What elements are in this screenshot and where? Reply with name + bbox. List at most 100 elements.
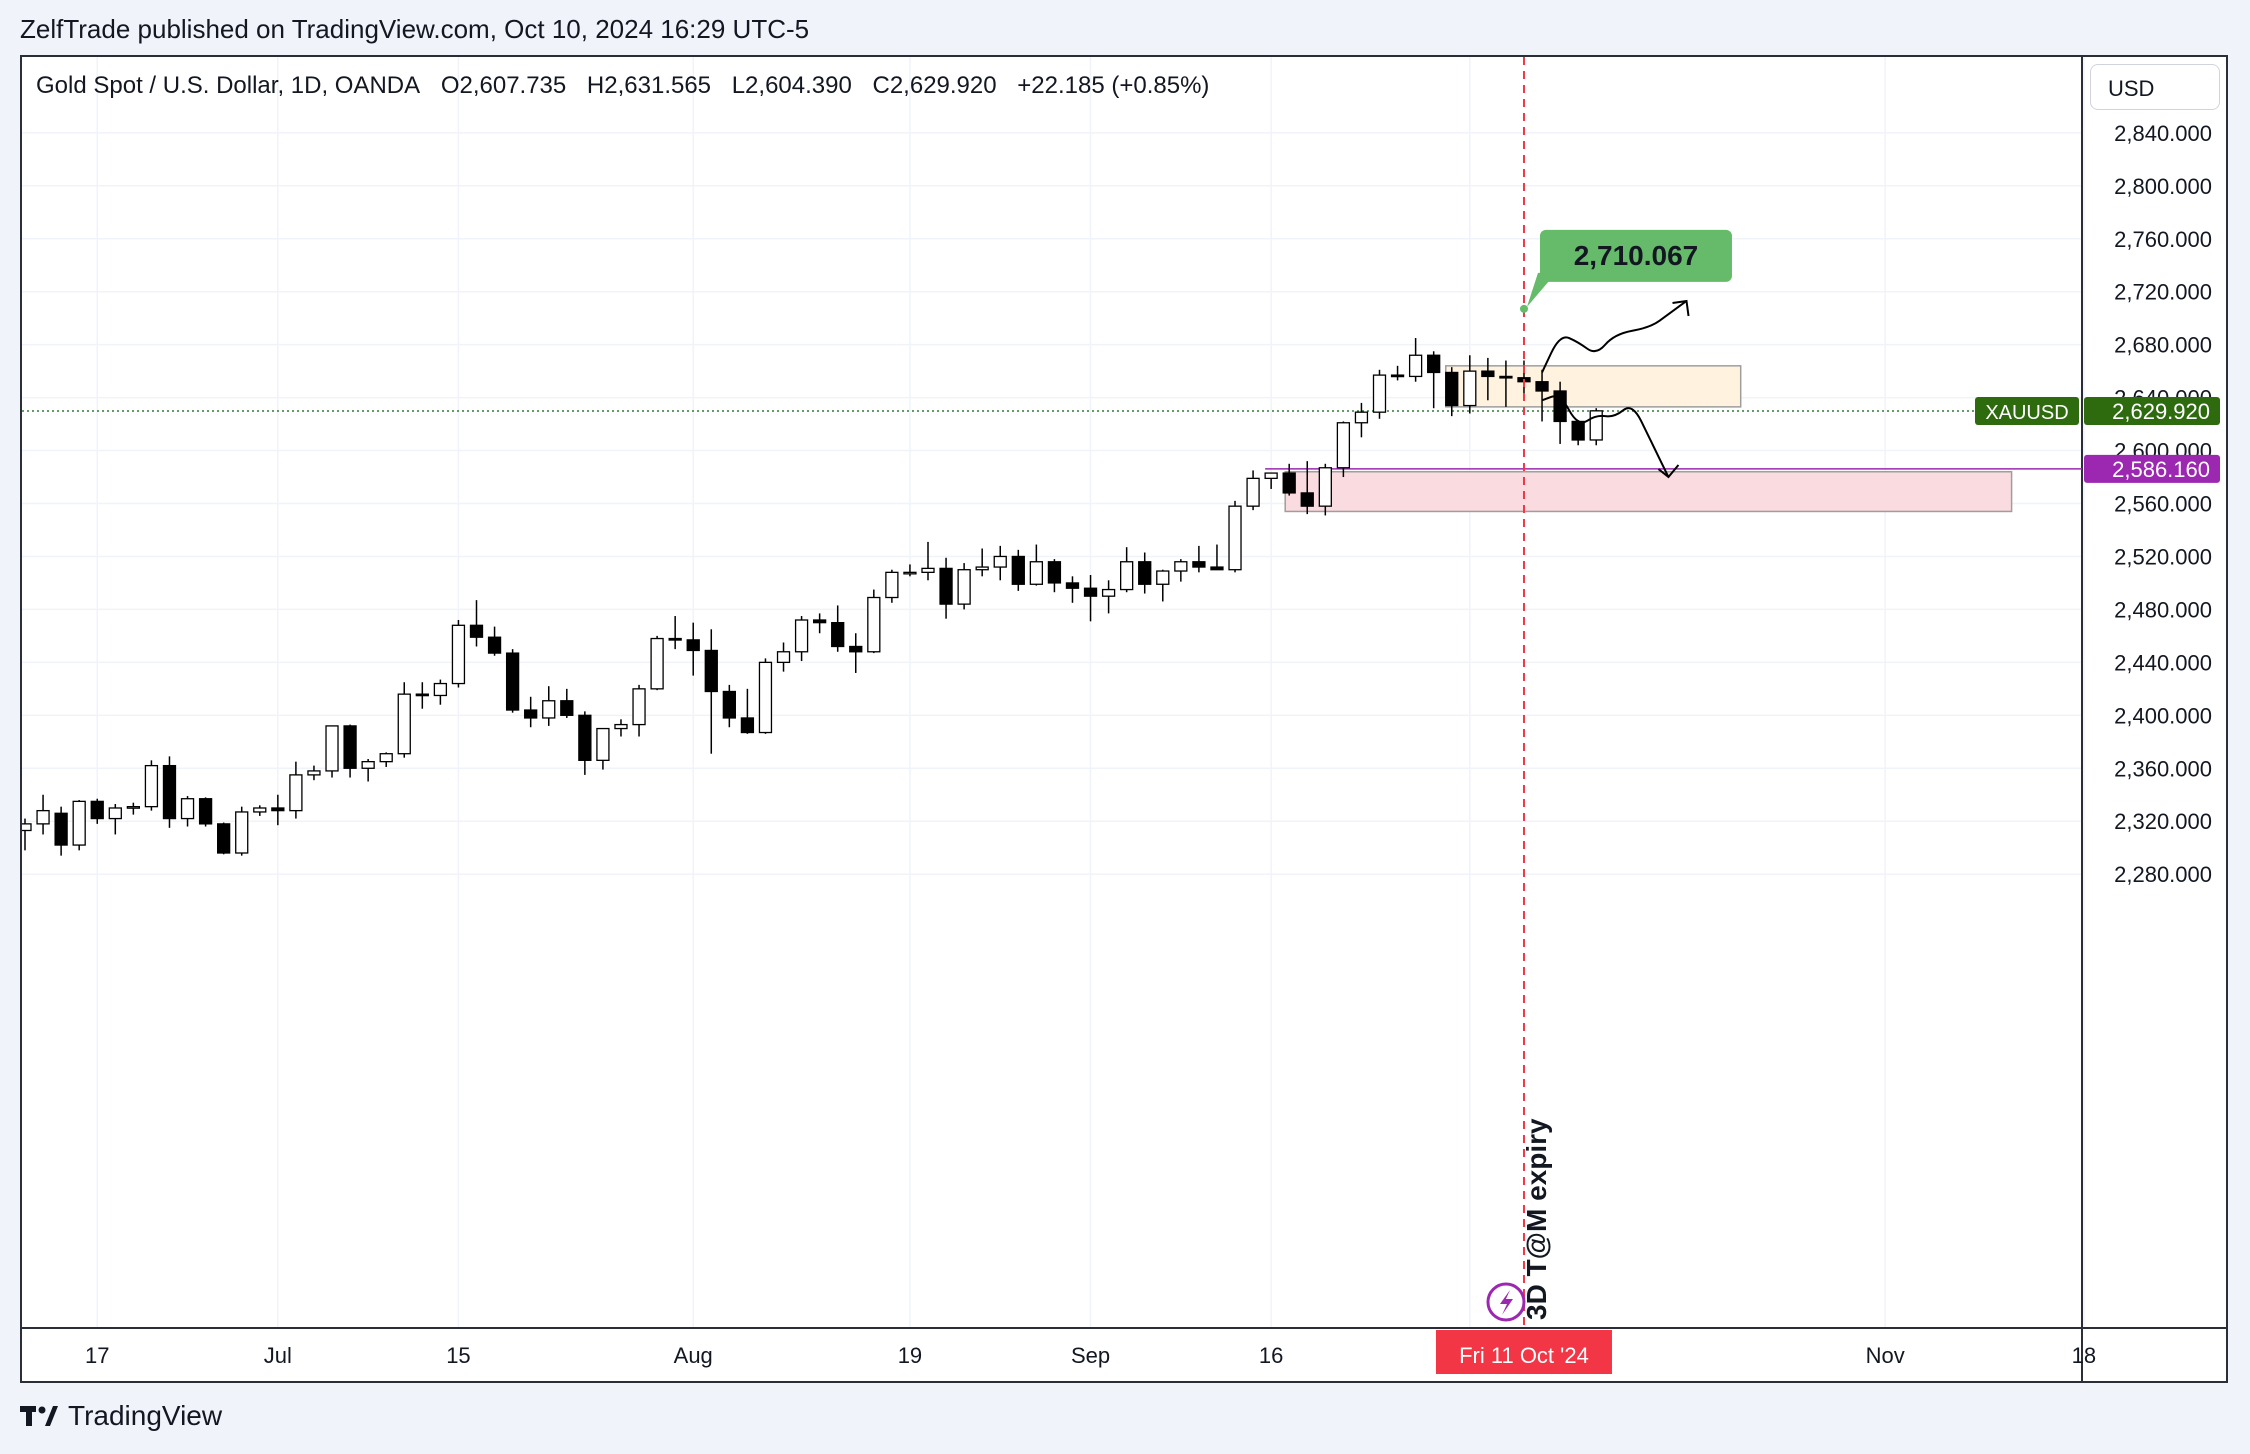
candle	[1228, 500, 1242, 573]
symbol-name[interactable]: Gold Spot / U.S. Dollar, 1D, OANDA	[36, 72, 421, 99]
candle-body	[686, 639, 700, 652]
candle-body	[1228, 505, 1242, 571]
candle-body	[794, 619, 809, 653]
price-tick-label: 2,400.000	[2114, 703, 2212, 728]
target-point	[1519, 304, 1528, 313]
candle-body	[144, 764, 159, 808]
candle-body	[22, 823, 32, 832]
candle-body	[1120, 561, 1134, 591]
candle	[1499, 360, 1513, 407]
candle-body	[1427, 354, 1441, 374]
candle	[1174, 559, 1188, 582]
candle-body	[867, 596, 881, 653]
price-tick-label: 2,800.000	[2114, 174, 2212, 199]
candle-body	[849, 645, 863, 653]
candle-body	[560, 700, 574, 716]
symbol-tag-text: XAUUSD	[1985, 402, 2068, 424]
candle	[1553, 381, 1567, 444]
candle	[1571, 420, 1585, 446]
currency-button[interactable]: USD	[2090, 64, 2220, 110]
candle-body	[596, 727, 610, 761]
candle	[343, 724, 357, 778]
target-label: 2,710.067	[1526, 229, 1732, 307]
time-tick-label: Sep	[1071, 1343, 1110, 1368]
candle	[1336, 421, 1351, 478]
candle	[1589, 408, 1603, 446]
candle	[1463, 355, 1477, 414]
candle	[993, 545, 1007, 581]
candle-body	[1246, 477, 1260, 507]
candle-body	[1336, 422, 1351, 469]
candle-body	[542, 700, 556, 719]
candle-body	[1571, 420, 1585, 441]
candle	[451, 620, 466, 688]
candle	[1065, 576, 1080, 603]
candle	[126, 802, 141, 815]
price-tick-label: 2,840.000	[2114, 121, 2212, 146]
projection-down-path	[1541, 395, 1670, 478]
candle	[1083, 574, 1098, 622]
candle-body	[1047, 561, 1062, 584]
candle	[1390, 365, 1405, 381]
candle	[957, 563, 971, 610]
footer-brand[interactable]: TradingView	[20, 1400, 222, 1432]
legend-close: C2,629.920	[872, 72, 997, 99]
candle-body	[1083, 587, 1098, 597]
expiry-date-text: Fri 11 Oct '24	[1459, 1343, 1589, 1368]
candle	[22, 818, 32, 851]
candle-body	[1408, 354, 1423, 378]
candle-body	[162, 764, 177, 820]
candle-body	[668, 637, 682, 641]
candle	[397, 682, 411, 758]
level-tag-text: 2,586.160	[2112, 457, 2210, 482]
candle-body	[451, 624, 466, 685]
candle-body	[90, 800, 104, 820]
price-tick-label: 2,320.000	[2114, 809, 2212, 834]
candle-body	[108, 807, 122, 820]
candle-body	[72, 800, 86, 846]
candle-body	[993, 555, 1007, 568]
footer-brand-text: TradingView	[68, 1400, 223, 1431]
candle	[650, 635, 664, 691]
candle-body	[1318, 467, 1332, 507]
candle-body	[1065, 582, 1080, 589]
projection-up-path	[1541, 300, 1688, 373]
candle-body	[54, 812, 68, 846]
price-tick-label: 2,560.000	[2114, 492, 2212, 517]
candle	[198, 797, 213, 827]
candle	[289, 761, 303, 819]
legend-low: L2,604.390	[731, 72, 852, 99]
target-label-box	[1539, 229, 1732, 282]
legend-change: +22.185 (+0.85%)	[1017, 72, 1210, 99]
candle	[1264, 472, 1278, 489]
candle	[1445, 367, 1459, 417]
candle-body	[271, 807, 285, 812]
candle	[578, 711, 592, 775]
candle-body	[758, 661, 773, 734]
candle	[1047, 559, 1062, 593]
price-tick-label: 2,680.000	[2114, 333, 2212, 358]
candle-body	[343, 725, 357, 769]
candle	[487, 626, 502, 656]
candle-body	[415, 693, 429, 697]
lightning-icon	[1486, 1282, 1526, 1322]
candle-body	[975, 566, 989, 571]
candle-body	[1535, 381, 1549, 392]
candle	[54, 806, 68, 856]
candle	[90, 798, 104, 824]
candle-body	[126, 806, 141, 809]
candle	[1011, 549, 1025, 591]
candle-body	[1192, 561, 1206, 568]
candle	[812, 613, 827, 634]
time-tick-label: 19	[898, 1343, 922, 1368]
candle-body	[776, 651, 791, 664]
candle-body	[180, 798, 195, 820]
chart-frame[interactable]	[20, 55, 2228, 1383]
legend-open: O2,607.735	[440, 72, 567, 99]
expiry-text: 3D T@M expiry	[1521, 1118, 1552, 1320]
candle-body	[253, 807, 267, 813]
candles	[22, 338, 1603, 856]
candle-body	[1372, 374, 1387, 413]
time-tick-label: Jul	[264, 1343, 292, 1368]
